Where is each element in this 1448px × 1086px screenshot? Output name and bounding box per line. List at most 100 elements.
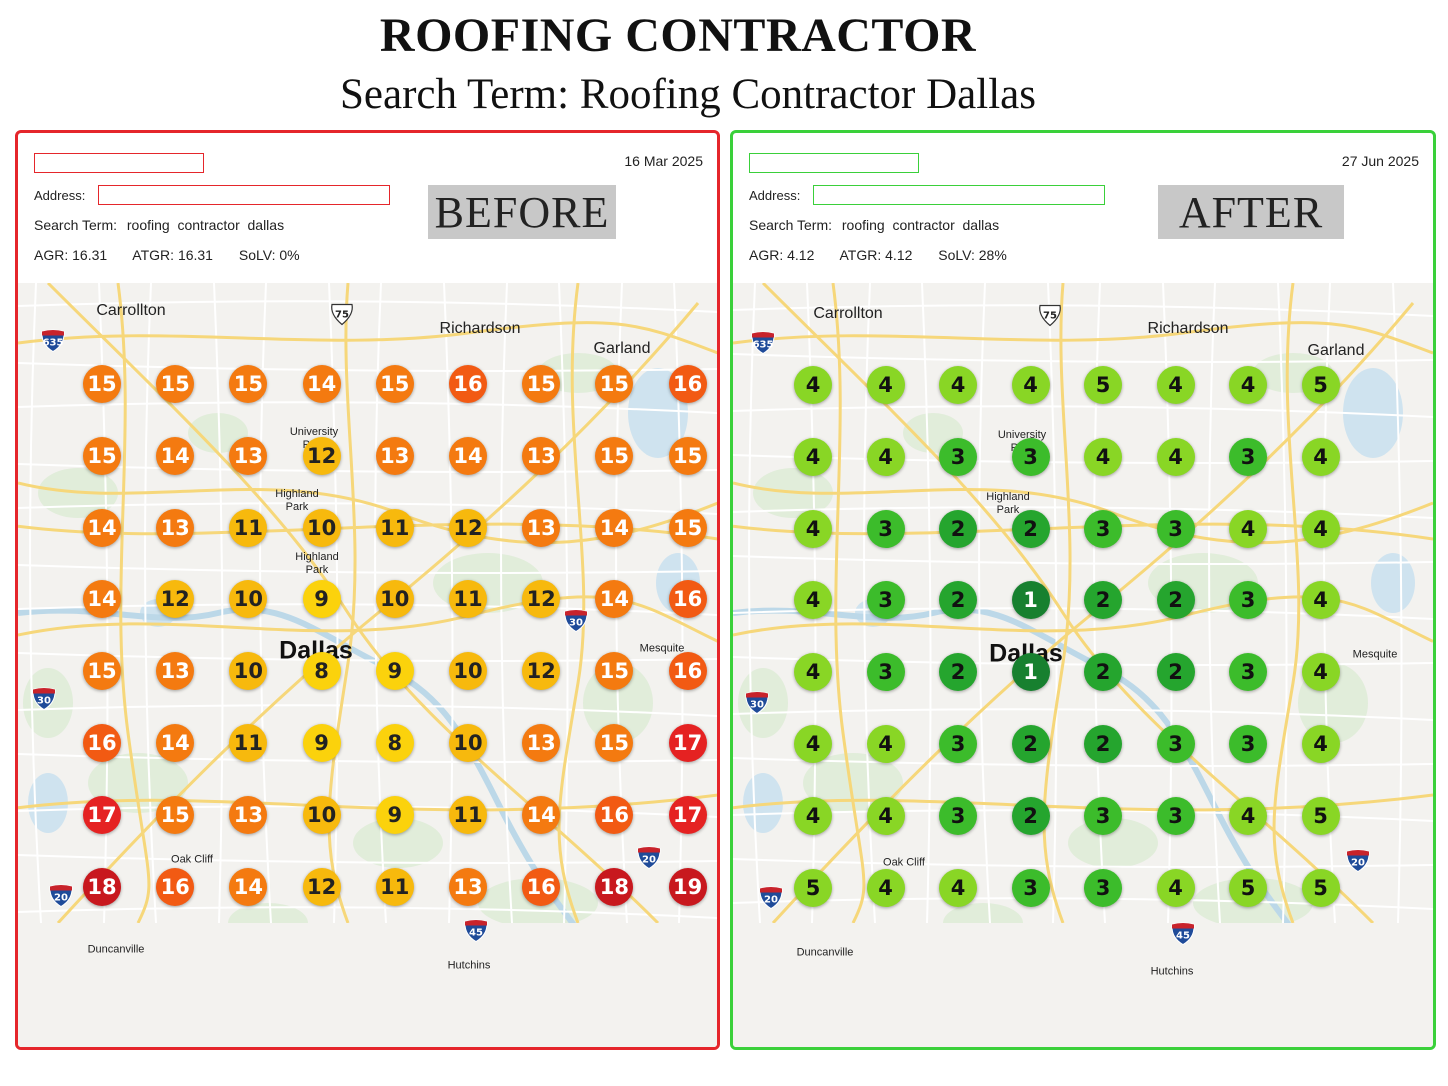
after-rank-marker[interactable]: 3 xyxy=(866,509,905,548)
after-rank-marker[interactable]: 2 xyxy=(1011,725,1050,763)
before-rank-marker[interactable]: 14 xyxy=(595,580,634,619)
after-rank-marker[interactable]: 4 xyxy=(1084,437,1122,476)
after-rank-marker[interactable]: 4 xyxy=(1301,581,1340,620)
after-rank-marker[interactable]: 2 xyxy=(1084,653,1122,692)
before-rank-marker[interactable]: 15 xyxy=(522,365,561,403)
after-rank-marker[interactable]: 2 xyxy=(1084,725,1122,763)
before-rank-marker[interactable]: 9 xyxy=(302,724,341,762)
before-rank-marker[interactable]: 13 xyxy=(522,724,561,762)
after-rank-marker[interactable]: 3 xyxy=(939,437,977,476)
before-rank-marker[interactable]: 17 xyxy=(83,795,121,834)
after-rank-marker[interactable]: 4 xyxy=(939,366,977,404)
before-rank-marker[interactable]: 11 xyxy=(229,508,268,547)
before-rank-marker[interactable]: 14 xyxy=(449,436,487,475)
before-rank-marker[interactable]: 15 xyxy=(595,652,634,691)
after-rank-marker[interactable]: 5 xyxy=(1301,796,1340,835)
before-rank-marker[interactable]: 16 xyxy=(156,867,195,906)
before-rank-marker[interactable]: 15 xyxy=(229,365,268,403)
before-rank-marker[interactable]: 16 xyxy=(595,795,634,834)
before-rank-marker[interactable]: 10 xyxy=(229,580,268,619)
after-rank-marker[interactable]: 4 xyxy=(1301,509,1340,548)
after-rank-marker[interactable]: 4 xyxy=(1229,509,1267,548)
after-rank-marker[interactable]: 4 xyxy=(1156,366,1195,404)
after-rank-marker[interactable]: 2 xyxy=(939,509,977,548)
before-rank-marker[interactable]: 15 xyxy=(668,508,707,547)
before-rank-marker[interactable]: 14 xyxy=(229,867,268,906)
before-rank-marker[interactable]: 10 xyxy=(302,795,341,834)
before-rank-marker[interactable]: 16 xyxy=(449,365,487,403)
after-rank-marker[interactable]: 3 xyxy=(939,796,977,835)
after-rank-marker[interactable]: 4 xyxy=(1229,796,1267,835)
before-rank-marker[interactable]: 15 xyxy=(156,365,195,403)
before-rank-marker[interactable]: 14 xyxy=(302,365,341,403)
before-rank-marker[interactable]: 13 xyxy=(522,508,561,547)
before-rank-marker[interactable]: 19 xyxy=(668,867,707,906)
before-rank-marker[interactable]: 12 xyxy=(522,580,561,619)
before-rank-marker[interactable]: 11 xyxy=(449,795,487,834)
after-rank-marker[interactable]: 2 xyxy=(1011,796,1050,835)
before-rank-marker[interactable]: 11 xyxy=(375,508,414,547)
before-rank-marker[interactable]: 10 xyxy=(302,508,341,547)
after-rank-marker[interactable]: 2 xyxy=(1156,581,1195,620)
before-rank-marker[interactable]: 14 xyxy=(83,580,121,619)
after-rank-marker[interactable]: 4 xyxy=(1301,653,1340,692)
before-rank-marker[interactable]: 9 xyxy=(375,795,414,834)
after-rank-marker[interactable]: 3 xyxy=(1156,796,1195,835)
before-rank-marker[interactable]: 16 xyxy=(83,724,121,762)
after-rank-marker[interactable]: 3 xyxy=(866,653,905,692)
after-rank-marker[interactable]: 3 xyxy=(1084,868,1122,907)
after-rank-marker[interactable]: 4 xyxy=(866,796,905,835)
before-rank-marker[interactable]: 12 xyxy=(302,436,341,475)
before-rank-marker[interactable]: 18 xyxy=(83,867,121,906)
after-rank-marker[interactable]: 2 xyxy=(1156,653,1195,692)
before-rank-marker[interactable]: 14 xyxy=(83,508,121,547)
before-rank-marker[interactable]: 16 xyxy=(668,652,707,691)
before-rank-marker[interactable]: 12 xyxy=(449,508,487,547)
before-rank-marker[interactable]: 15 xyxy=(595,365,634,403)
before-rank-marker[interactable]: 15 xyxy=(595,724,634,762)
after-rank-marker[interactable]: 4 xyxy=(1301,725,1340,763)
before-rank-marker[interactable]: 16 xyxy=(668,580,707,619)
before-rank-marker[interactable]: 14 xyxy=(156,436,195,475)
after-rank-marker[interactable]: 3 xyxy=(1229,581,1267,620)
before-rank-marker[interactable]: 14 xyxy=(522,795,561,834)
before-rank-marker[interactable]: 8 xyxy=(302,652,341,691)
after-rank-marker[interactable]: 4 xyxy=(1301,437,1340,476)
after-rank-marker[interactable]: 2 xyxy=(1084,581,1122,620)
after-rank-marker[interactable]: 3 xyxy=(1084,509,1122,548)
after-rank-marker[interactable]: 4 xyxy=(1156,868,1195,907)
before-rank-marker[interactable]: 13 xyxy=(229,795,268,834)
after-rank-marker[interactable]: 3 xyxy=(1229,725,1267,763)
after-rank-marker[interactable]: 4 xyxy=(1011,366,1050,404)
after-rank-marker[interactable]: 3 xyxy=(1229,653,1267,692)
after-rank-marker[interactable]: 4 xyxy=(794,581,832,620)
before-rank-marker[interactable]: 13 xyxy=(375,436,414,475)
after-rank-marker[interactable]: 4 xyxy=(939,868,977,907)
after-rank-marker[interactable]: 3 xyxy=(1084,796,1122,835)
after-rank-marker[interactable]: 4 xyxy=(794,437,832,476)
before-rank-marker[interactable]: 12 xyxy=(302,867,341,906)
after-rank-marker[interactable]: 4 xyxy=(794,366,832,404)
after-rank-marker[interactable]: 3 xyxy=(1011,868,1050,907)
before-rank-marker[interactable]: 9 xyxy=(375,652,414,691)
before-rank-marker[interactable]: 10 xyxy=(449,652,487,691)
before-rank-marker[interactable]: 15 xyxy=(83,365,121,403)
before-rank-marker[interactable]: 15 xyxy=(668,436,707,475)
after-rank-marker[interactable]: 5 xyxy=(1301,366,1340,404)
before-rank-marker[interactable]: 15 xyxy=(156,795,195,834)
before-rank-marker[interactable]: 12 xyxy=(522,652,561,691)
before-rank-marker[interactable]: 15 xyxy=(375,365,414,403)
after-rank-marker[interactable]: 4 xyxy=(794,796,832,835)
before-rank-marker[interactable]: 11 xyxy=(449,580,487,619)
after-rank-marker[interactable]: 3 xyxy=(1011,437,1050,476)
after-rank-marker[interactable]: 4 xyxy=(866,366,905,404)
before-rank-marker[interactable]: 15 xyxy=(83,652,121,691)
after-rank-marker[interactable]: 4 xyxy=(1229,366,1267,404)
before-rank-marker[interactable]: 10 xyxy=(229,652,268,691)
after-rank-marker[interactable]: 1 xyxy=(1011,581,1050,620)
before-rank-marker[interactable]: 13 xyxy=(522,436,561,475)
before-rank-marker[interactable]: 18 xyxy=(595,867,634,906)
after-rank-marker[interactable]: 5 xyxy=(1084,366,1122,404)
